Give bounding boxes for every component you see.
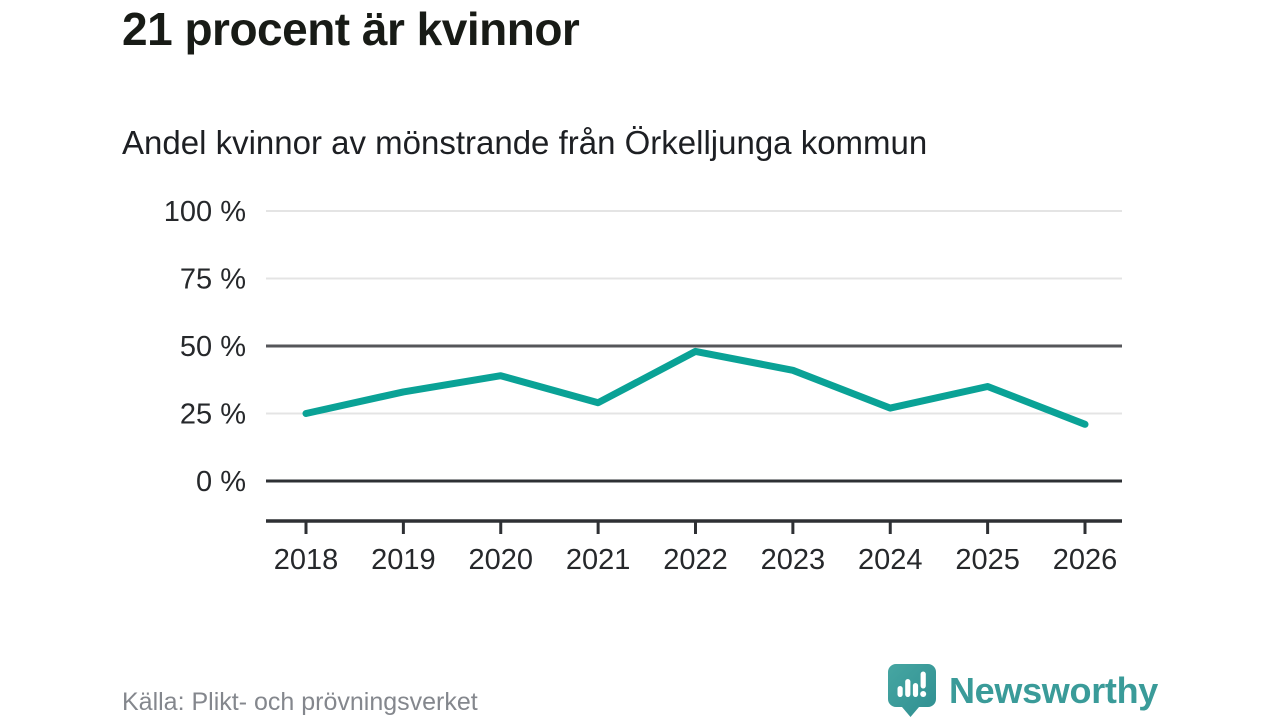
chart-subtitle: Andel kvinnor av mönstrande från Örkellj… bbox=[122, 124, 928, 161]
bar-small bbox=[897, 686, 903, 697]
x-tick-label: 2022 bbox=[663, 544, 728, 576]
y-tick-label: 75 % bbox=[180, 264, 246, 296]
newsworthy-logo-icon bbox=[887, 664, 936, 717]
source-note: Källa: Plikt- och prövningsverket bbox=[122, 688, 478, 716]
data-line-series bbox=[302, 347, 1089, 428]
chart-title: 21 procent är kvinnor bbox=[122, 3, 580, 55]
bar-medium bbox=[912, 683, 919, 697]
x-tick-label: 2024 bbox=[858, 544, 923, 576]
exclamation-dot bbox=[920, 691, 927, 697]
x-tick-label: 2023 bbox=[761, 544, 826, 576]
x-tick-label: 2019 bbox=[371, 544, 436, 576]
y-tick-label: 25 % bbox=[180, 399, 246, 431]
x-tick-label: 2026 bbox=[1053, 544, 1118, 576]
x-tick-label: 2020 bbox=[468, 544, 533, 576]
y-tick-label: 0 % bbox=[196, 466, 246, 498]
x-tick-label: 2025 bbox=[955, 544, 1020, 576]
bar-tall bbox=[905, 679, 911, 697]
y-tick-label: 100 % bbox=[164, 196, 246, 228]
x-tick-label: 2018 bbox=[274, 544, 339, 576]
newsworthy-wordmark: Newsworthy bbox=[948, 669, 1158, 711]
newsworthy-logo: Newsworthy bbox=[887, 663, 1158, 718]
y-tick-label: 50 % bbox=[180, 331, 246, 363]
x-tick-label: 2021 bbox=[566, 544, 631, 576]
speech-bubble-shape bbox=[887, 664, 936, 717]
exclamation-bar bbox=[920, 671, 926, 689]
